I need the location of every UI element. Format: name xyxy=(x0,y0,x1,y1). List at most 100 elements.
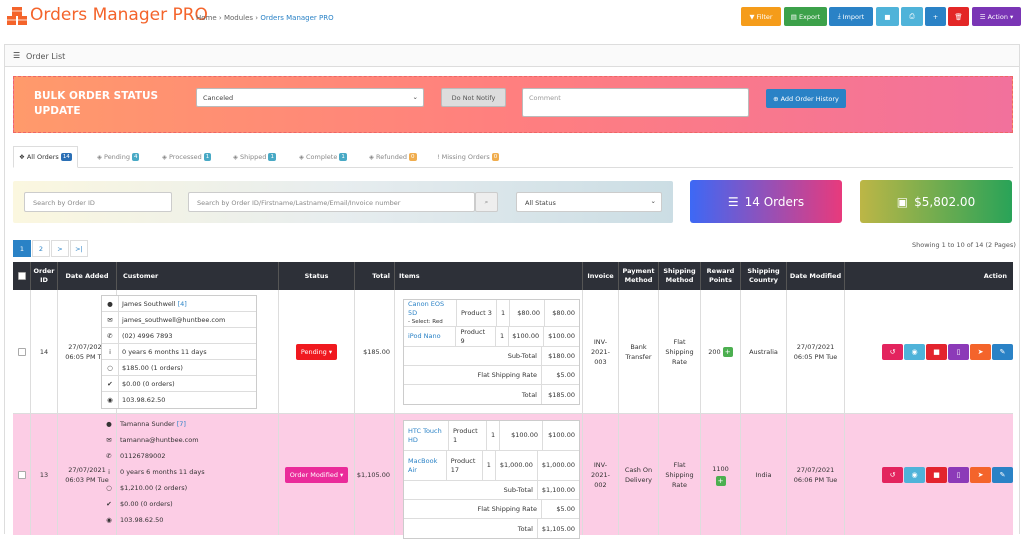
col-date-added[interactable]: Date Added xyxy=(58,262,117,290)
date-added: 27/07/2021 06:03 PM Tue xyxy=(58,414,117,535)
tab-count-badge: 1 xyxy=(203,153,212,161)
tab-pending[interactable]: ◈ Pending 4 xyxy=(97,146,140,168)
tab-processed[interactable]: ◈ Processed 1 xyxy=(162,146,212,168)
totals-value: $185.00 xyxy=(548,390,575,399)
search-button[interactable]: ⌕ xyxy=(475,192,498,212)
row-checkbox[interactable] xyxy=(17,347,26,356)
comment-textarea[interactable]: Comment xyxy=(522,88,749,117)
view-button[interactable]: ◉ xyxy=(904,466,925,483)
tab-shipped[interactable]: ◈ Shipped 1 xyxy=(233,146,276,168)
customer-name[interactable]: James Southwell xyxy=(122,299,176,308)
bulk-title: BULK ORDER STATUS UPDATE xyxy=(34,90,159,117)
bulk-status-select[interactable]: Canceled ⌄ xyxy=(196,88,424,107)
customer-search-input[interactable]: Search by Order ID/Firstname/Lastname/Em… xyxy=(188,192,475,212)
status-filter-select[interactable]: All Status ⌄ xyxy=(516,192,662,212)
col-order-id[interactable]: Order ID xyxy=(31,262,58,290)
export-icon: ▤ xyxy=(790,12,797,21)
truck-button[interactable]: ■ xyxy=(876,7,899,26)
item-name-link[interactable]: MacBook Air xyxy=(408,456,438,474)
location-button[interactable]: ➤ xyxy=(970,343,991,360)
item-name-link[interactable]: iPod Nano xyxy=(408,332,441,340)
add-reward-button[interactable]: + xyxy=(722,346,733,357)
order-id-search-input[interactable]: Search by Order ID xyxy=(24,192,172,212)
status-dropdown[interactable]: Pending ▾ xyxy=(295,343,338,360)
tab-refunded[interactable]: ◈ Refunded 0 xyxy=(369,146,417,168)
tab-all-orders[interactable]: ❖ All Orders 14 xyxy=(13,146,78,168)
payment-method: Cash On Delivery xyxy=(619,414,659,535)
customer-name[interactable]: Tamanna Sunder xyxy=(120,420,175,428)
filter-bar: Search by Order ID Search by Order ID/Fi… xyxy=(13,181,673,223)
chevron-down-icon: ⌄ xyxy=(650,197,656,205)
totals-value: $5.00 xyxy=(556,505,575,513)
item-model: Product 1 xyxy=(449,421,487,450)
view-button[interactable]: ◉ xyxy=(904,343,925,360)
customer-phone-line: ✆ 01126789002 xyxy=(101,448,257,464)
invoice-button[interactable]: ▯ xyxy=(948,466,969,483)
print-button[interactable]: ⎙ xyxy=(901,7,923,26)
import-icon: ⤓ xyxy=(837,12,841,20)
col-total[interactable]: Total xyxy=(355,262,395,290)
breadcrumb-separator: › xyxy=(255,14,259,22)
col-action: Action xyxy=(983,271,1007,280)
search-icon: ⌕ xyxy=(484,198,489,206)
item-name-link[interactable]: Canon EOS 5D xyxy=(408,299,445,317)
status-filter-value: All Status xyxy=(525,199,556,207)
status-cell: Order Modified ▾ xyxy=(279,414,355,535)
page-2-button[interactable]: 2 xyxy=(32,240,50,257)
col-date-modified[interactable]: Date Modified xyxy=(787,262,845,290)
export-button[interactable]: ▤ Export xyxy=(784,7,827,26)
col-payment-method[interactable]: Payment Method xyxy=(619,262,659,290)
totals-label: Total xyxy=(404,519,538,538)
customer-group-link[interactable]: [7] xyxy=(176,420,186,428)
page-1-button[interactable]: 1 xyxy=(13,240,31,257)
item-name-link[interactable]: HTC Touch HD xyxy=(408,426,442,444)
filter-button[interactable]: ▼ Filter xyxy=(741,7,781,26)
col-status[interactable]: Status xyxy=(279,262,355,290)
date-modified-date: 27/07/2021 xyxy=(796,342,835,351)
edit-button[interactable]: ✎ xyxy=(992,466,1013,483)
action-dropdown-button[interactable]: ☰ Action ▾ xyxy=(972,7,1021,26)
col-customer[interactable]: Customer xyxy=(117,262,279,290)
add-order-history-button[interactable]: ⊕ Add Order History xyxy=(766,89,846,108)
breadcrumb-modules[interactable]: Modules xyxy=(223,14,254,22)
do-not-notify-toggle[interactable]: Do Not Notify xyxy=(441,88,506,107)
customer-group-link[interactable]: [4] xyxy=(177,299,187,308)
envelope-icon: ✉ xyxy=(106,436,112,444)
tab-missing-orders[interactable]: ! Missing Orders 0 xyxy=(437,146,500,168)
col-invoice[interactable]: Invoice xyxy=(583,262,619,290)
items-cell xyxy=(395,414,583,535)
tab-complete[interactable]: ◈ Complete 1 xyxy=(299,146,347,168)
select-all-checkbox[interactable] xyxy=(17,272,26,280)
next-page-button[interactable]: > xyxy=(51,240,69,257)
ship-button[interactable]: ■ xyxy=(926,466,947,483)
invoice-button[interactable]: ▯ xyxy=(948,343,969,360)
last-page-button[interactable]: >| xyxy=(70,240,88,257)
date-modified-time: 06:05 PM Tue xyxy=(793,352,838,361)
row-checkbox[interactable] xyxy=(17,470,26,479)
date-added-date: 27/07/2021 xyxy=(68,465,106,474)
col-shipping-method[interactable]: Shipping Method xyxy=(659,262,701,290)
add-button[interactable]: + xyxy=(925,7,946,26)
col-reward-points[interactable]: Reward Points xyxy=(701,262,741,290)
ship-button[interactable]: ■ xyxy=(926,343,947,360)
add-reward-button[interactable]: + xyxy=(715,475,726,486)
grand-total-row: Total $185.00 xyxy=(404,385,579,404)
delete-button[interactable]: 🗑 xyxy=(948,7,969,26)
item-price: $80.00 xyxy=(510,300,545,326)
item-price: $100.00 xyxy=(509,327,545,346)
page-header: Orders Manager PRO Home › Modules › Orde… xyxy=(0,0,1024,38)
actions-cell: ↺ ◉ ■ ▯ ➤ ✎ xyxy=(845,414,1013,535)
file-icon: ▯ xyxy=(956,347,961,356)
date-modified-time: 06:06 PM Tue xyxy=(793,475,838,484)
breadcrumb-current[interactable]: Orders Manager PRO xyxy=(260,14,334,22)
truck-icon: ■ xyxy=(933,347,940,356)
col-shipping-country[interactable]: Shipping Country xyxy=(741,262,787,290)
breadcrumb-home[interactable]: Home xyxy=(196,14,217,22)
location-button[interactable]: ➤ xyxy=(970,466,991,483)
edit-button[interactable]: ✎ xyxy=(992,343,1013,360)
history-button[interactable]: ↺ xyxy=(882,343,903,360)
status-dropdown[interactable]: Order Modified ▾ xyxy=(284,466,349,483)
shipping-part: Rate xyxy=(672,480,687,489)
history-button[interactable]: ↺ xyxy=(882,466,903,483)
import-button[interactable]: ⤓ Import xyxy=(829,7,873,26)
